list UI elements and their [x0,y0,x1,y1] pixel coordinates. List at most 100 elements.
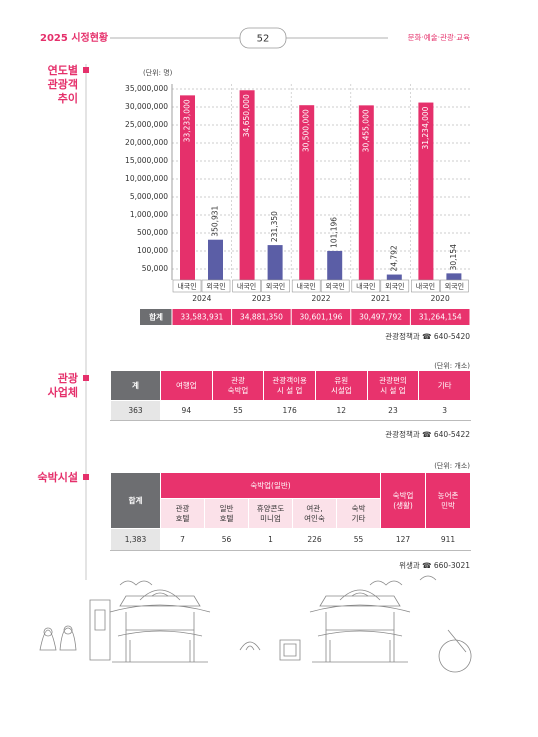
total-value: 31,264,154 [419,313,462,322]
total-cell [351,309,410,325]
table-cell: 계 [110,370,161,401]
table-cell: 226 [292,528,337,551]
x-tick-label: 2021 [371,294,390,303]
table-cell: 55 [335,528,382,551]
bar [446,273,462,280]
value-label: 24,792 [389,245,398,271]
table-cell: 3 [418,400,471,421]
series-label: 외국인 [385,282,404,291]
page-number: 52 [257,34,270,45]
table-unit: (단위: 개소) [434,462,470,470]
table-cell: 911 [425,528,472,551]
bar [208,239,223,280]
value-label: 231,350 [270,211,279,242]
bar [267,245,283,280]
bar [358,105,374,280]
illustration [39,575,472,673]
category-box [172,279,202,293]
table-cell: 363 [110,400,161,421]
section-marker [83,67,89,73]
total-value: 33,583,931 [180,313,223,322]
series-label: 내국인 [237,282,256,291]
table-cell: 55 [211,400,265,421]
total-value: 34,881,350 [240,313,283,322]
y-tick-label: 10,000,000 [125,174,168,183]
value-label: 350,931 [211,205,220,236]
table-cell: 176 [263,400,316,421]
x-tick-label: 2023 [252,294,271,303]
value-label: 101,196 [330,217,339,248]
category-box [232,279,261,293]
category-box [291,279,321,293]
section-label: 연도별 관광객 추이 [47,64,78,105]
table-cell: 휴양콘도 미니엄 [248,498,293,529]
total-cell [410,309,470,325]
table-cell: 12 [314,400,368,421]
series-label: 내국인 [356,282,375,291]
header-title: 2025 시정현황 [40,31,109,44]
table-cell: 숙박업 (생활) [380,472,427,529]
series-label: 외국인 [266,282,285,291]
total-label: 합계 [149,312,163,322]
y-tick-label: 500,000 [137,228,168,237]
total-value: 30,601,196 [300,313,343,322]
table-cell: 유원 시설업 [314,370,368,401]
y-tick-label: 15,000,000 [125,156,168,165]
total-cell [291,309,351,325]
table-cell: 94 [160,400,213,421]
table-cell: 여관, 여인숙 [292,498,337,529]
table-unit: (단위: 개소) [434,362,470,370]
bar [299,105,315,280]
table-cell: 일반 호텔 [204,498,249,529]
section-label: 관광 사업체 [47,372,78,399]
table-row: 합계 숙박업(일반) 숙박업 (생활) 농어촌 민박 [110,472,472,529]
y-tick-label: 100,000 [137,246,168,255]
total-header [140,309,172,325]
y-tick-label: 35,000,000 [125,84,168,93]
series-label: 외국인 [326,282,345,291]
y-tick-label: 5,000,000 [130,192,168,201]
value-label: 30,154 [449,244,458,270]
series-label: 내국인 [297,282,316,291]
series-label: 외국인 [206,282,225,291]
value-label: 30,500,000 [302,109,311,152]
x-tick-label: 2020 [431,294,450,303]
bar [386,274,402,280]
series-label: 외국인 [445,282,464,291]
section-marker [83,375,89,381]
x-tick-label: 2022 [311,294,330,303]
table-row: 1,383 7 56 1 226 55 127 911 [110,528,472,551]
value-label: 31,234,000 [421,106,430,149]
x-tick-label: 2024 [192,294,211,303]
series-label: 내국인 [177,282,196,291]
total-cell [232,309,291,325]
value-label: 34,650,000 [242,94,251,137]
table-cell: 합계 [110,472,161,529]
category-box [261,279,290,293]
source: 위생과 ☎ 660-3021 [399,561,470,570]
table-cell: 56 [204,528,249,551]
table-cell: 관광편의 시 설 업 [366,370,420,401]
business-table: 계 여행업 관광 숙박업 관광객이용 시 설 업 유원 시설업 관광편의 시 설 업 기타 3… [110,370,471,421]
value-label: 30,455,000 [361,109,370,152]
bar [327,250,343,280]
table-cell: 여행업 [160,370,213,401]
value-label: 33,233,000 [183,99,192,142]
source: 관광정책과 ☎ 640-5420 [385,331,470,341]
table-cell: 관광 숙박업 [211,370,265,401]
category-box [380,279,410,293]
series-label: 내국인 [416,282,435,291]
y-tick-label: 1,000,000 [130,210,168,219]
table-cell: 1,383 [110,528,161,551]
bar [180,95,195,280]
section-label: 숙박시설 [37,471,78,484]
category-box [440,279,469,293]
total-cell [172,309,232,325]
y-tick-label: 50,000 [142,264,168,273]
y-tick-label: 25,000,000 [125,120,168,129]
category-box [320,279,350,293]
table-cell: 7 [160,528,205,551]
y-tick-label: 30,000,000 [125,102,168,111]
